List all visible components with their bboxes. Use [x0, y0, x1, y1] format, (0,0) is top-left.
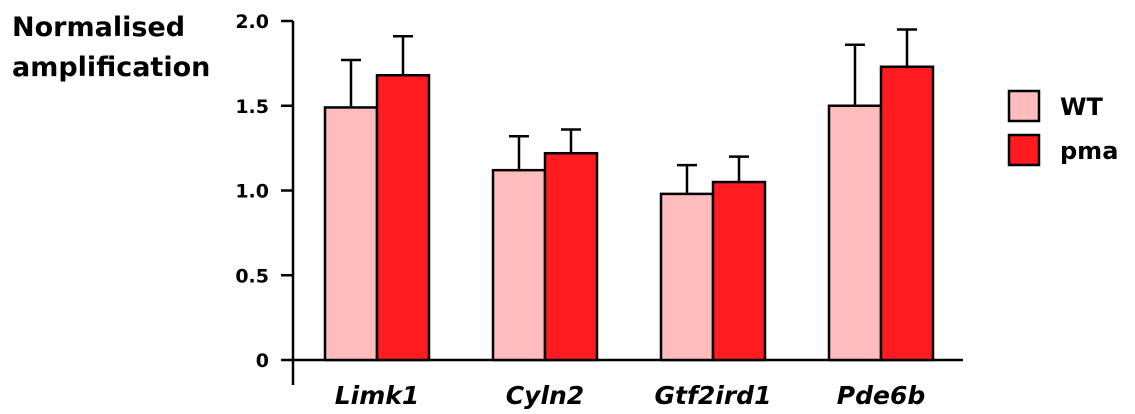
y-tick-label: 0 — [256, 350, 269, 372]
bar-wt-pde6b — [827, 104, 883, 362]
bar-wt-limk1 — [323, 106, 379, 362]
y-axis-label-line-1: Normalised — [12, 12, 185, 43]
x-category-label: Pde6b — [837, 381, 925, 410]
y-axis-label-line-2: amplification — [12, 52, 210, 83]
y-tick-label: 0.5 — [235, 265, 269, 287]
bars-group — [323, 65, 935, 362]
y-axis: 0 0.5 1.0 1.5 2.0 — [235, 11, 295, 385]
legend-label-pma: pma — [1060, 137, 1118, 165]
legend-swatch-wt — [1007, 89, 1041, 123]
error-bars-group — [341, 28, 917, 194]
y-tick-label: 2.0 — [235, 11, 269, 33]
x-category-label: Limk1 — [335, 381, 420, 410]
y-axis-label: Normalised amplification — [12, 12, 210, 83]
y-tick-label: 1.5 — [235, 96, 269, 118]
x-category-label: Cyln2 — [506, 381, 584, 410]
bar-pma-gtf2ird1 — [711, 180, 767, 362]
bar-pma-pde6b — [879, 65, 935, 362]
x-axis: Limk1 Cyln2 Gtf2ird1 Pde6b — [293, 358, 963, 410]
legend: WT pma — [1007, 89, 1118, 167]
bar-wt-cyln2 — [491, 168, 547, 362]
legend-swatch-pma — [1007, 133, 1041, 167]
bar-wt-gtf2ird1 — [659, 192, 715, 362]
x-category-label: Gtf2ird1 — [655, 381, 772, 410]
bar-pma-limk1 — [375, 73, 431, 362]
y-tick-label: 1.0 — [235, 181, 269, 203]
legend-label-wt: WT — [1060, 93, 1103, 121]
bar-pma-cyln2 — [543, 151, 599, 362]
